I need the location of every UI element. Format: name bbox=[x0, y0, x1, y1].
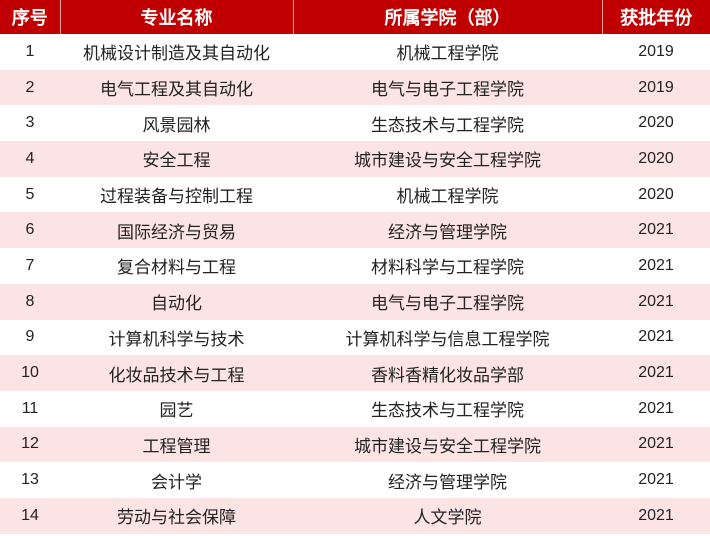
cell-college: 经济与管理学院 bbox=[293, 212, 602, 249]
cell-major-name: 安全工程 bbox=[60, 141, 293, 177]
cell-index: 7 bbox=[25, 256, 35, 274]
cell-approval-year: 2021 bbox=[638, 328, 674, 346]
cell-college: 计算机科学与信息工程学院 bbox=[345, 329, 550, 350]
cell-approval-year: 2021 bbox=[638, 471, 674, 489]
cell-index: 1 bbox=[25, 42, 35, 60]
cell-index: 5 bbox=[25, 185, 35, 203]
cell-index: 10 bbox=[0, 355, 60, 391]
table-row: 13 会计学 经济与管理学院 2021 bbox=[0, 462, 710, 498]
cell-approval-year: 2021 bbox=[602, 426, 710, 463]
cell-major-name: 过程装备与控制工程 bbox=[100, 187, 253, 208]
cell-approval-year: 2019 bbox=[602, 69, 710, 106]
cell-approval-year: 2020 bbox=[638, 185, 674, 203]
cell-college: 香料香精化妆品学部 bbox=[293, 355, 602, 391]
cell-college: 人文学院 bbox=[293, 497, 602, 534]
header-approval-year: 获批年份 bbox=[601, 0, 710, 34]
table-row: 2 电气工程及其自动化 电气与电子工程学院 2019 bbox=[0, 69, 710, 106]
cell-major-name: 计算机科学与技术 bbox=[108, 329, 245, 350]
cell-index: 12 bbox=[0, 426, 60, 463]
table-row: 6 国际经济与贸易 经济与管理学院 2021 bbox=[0, 212, 710, 249]
cell-major-name: 劳动与社会保障 bbox=[60, 497, 293, 534]
table-row: 9 计算机科学与技术 计算机科学与信息工程学院 2021 bbox=[0, 320, 710, 356]
cell-college: 城市建设与安全工程学院 bbox=[293, 426, 602, 463]
table-row: 11 园艺 生态技术与工程学院 2021 bbox=[0, 391, 710, 427]
table-row: 7 复合材料与工程 材料科学与工程学院 2021 bbox=[0, 248, 710, 284]
table-row: 14 劳动与社会保障 人文学院 2021 bbox=[0, 497, 710, 534]
cell-index: 13 bbox=[21, 471, 39, 489]
cell-major-name: 机械设计制造及其自动化 bbox=[83, 44, 270, 65]
cell-major-name: 会计学 bbox=[151, 472, 202, 493]
table-row: 5 过程装备与控制工程 机械工程学院 2020 bbox=[0, 177, 710, 213]
cell-approval-year: 2021 bbox=[602, 283, 710, 320]
cell-index: 9 bbox=[25, 328, 35, 346]
cell-college: 生态技术与工程学院 bbox=[371, 401, 524, 422]
cell-index: 14 bbox=[0, 497, 60, 534]
cell-approval-year: 2021 bbox=[638, 256, 674, 274]
cell-college: 机械工程学院 bbox=[396, 44, 499, 65]
cell-index: 11 bbox=[21, 399, 39, 417]
header-major-name: 专业名称 bbox=[59, 0, 293, 34]
table-row: 10 化妆品技术与工程 香料香精化妆品学部 2021 bbox=[0, 355, 710, 391]
cell-major-name: 复合材料与工程 bbox=[117, 258, 236, 279]
cell-index: 2 bbox=[0, 69, 60, 106]
cell-major-name: 风景园林 bbox=[142, 115, 211, 136]
cell-index: 8 bbox=[0, 283, 60, 320]
table-row: 8 自动化 电气与电子工程学院 2021 bbox=[0, 283, 710, 320]
cell-index: 3 bbox=[25, 114, 35, 132]
table-row: 3 风景园林 生态技术与工程学院 2020 bbox=[0, 105, 710, 141]
cell-college: 经济与管理学院 bbox=[388, 472, 507, 493]
cell-approval-year: 2021 bbox=[638, 399, 674, 417]
cell-college: 城市建设与安全工程学院 bbox=[293, 141, 602, 177]
cell-index: 4 bbox=[0, 141, 60, 177]
cell-college: 材料科学与工程学院 bbox=[371, 258, 524, 279]
header-row: 序号 专业名称 所属学院（部） 获批年份 bbox=[0, 0, 710, 34]
cell-approval-year: 2021 bbox=[602, 497, 710, 534]
cell-major-name: 园艺 bbox=[159, 401, 194, 422]
cell-index: 6 bbox=[0, 212, 60, 249]
table-row: 4 安全工程 城市建设与安全工程学院 2020 bbox=[0, 141, 710, 177]
cell-college: 电气与电子工程学院 bbox=[293, 283, 602, 320]
cell-college: 生态技术与工程学院 bbox=[371, 115, 524, 136]
cell-approval-year: 2020 bbox=[602, 141, 710, 177]
cell-approval-year: 2019 bbox=[638, 42, 674, 60]
cell-major-name: 国际经济与贸易 bbox=[60, 212, 293, 249]
table-row: 1 机械设计制造及其自动化 机械工程学院 2019 bbox=[0, 34, 710, 70]
cell-major-name: 化妆品技术与工程 bbox=[60, 355, 293, 391]
header-index: 序号 bbox=[0, 0, 60, 34]
cell-approval-year: 2020 bbox=[638, 114, 674, 132]
cell-major-name: 自动化 bbox=[60, 283, 293, 320]
header-college: 所属学院（部） bbox=[292, 0, 602, 34]
cell-major-name: 电气工程及其自动化 bbox=[60, 69, 293, 106]
cell-college: 电气与电子工程学院 bbox=[293, 69, 602, 106]
cell-major-name: 工程管理 bbox=[60, 426, 293, 463]
cell-approval-year: 2021 bbox=[602, 212, 710, 249]
table-row: 12 工程管理 城市建设与安全工程学院 2021 bbox=[0, 426, 710, 463]
cell-approval-year: 2021 bbox=[602, 355, 710, 391]
cell-college: 机械工程学院 bbox=[396, 187, 499, 208]
